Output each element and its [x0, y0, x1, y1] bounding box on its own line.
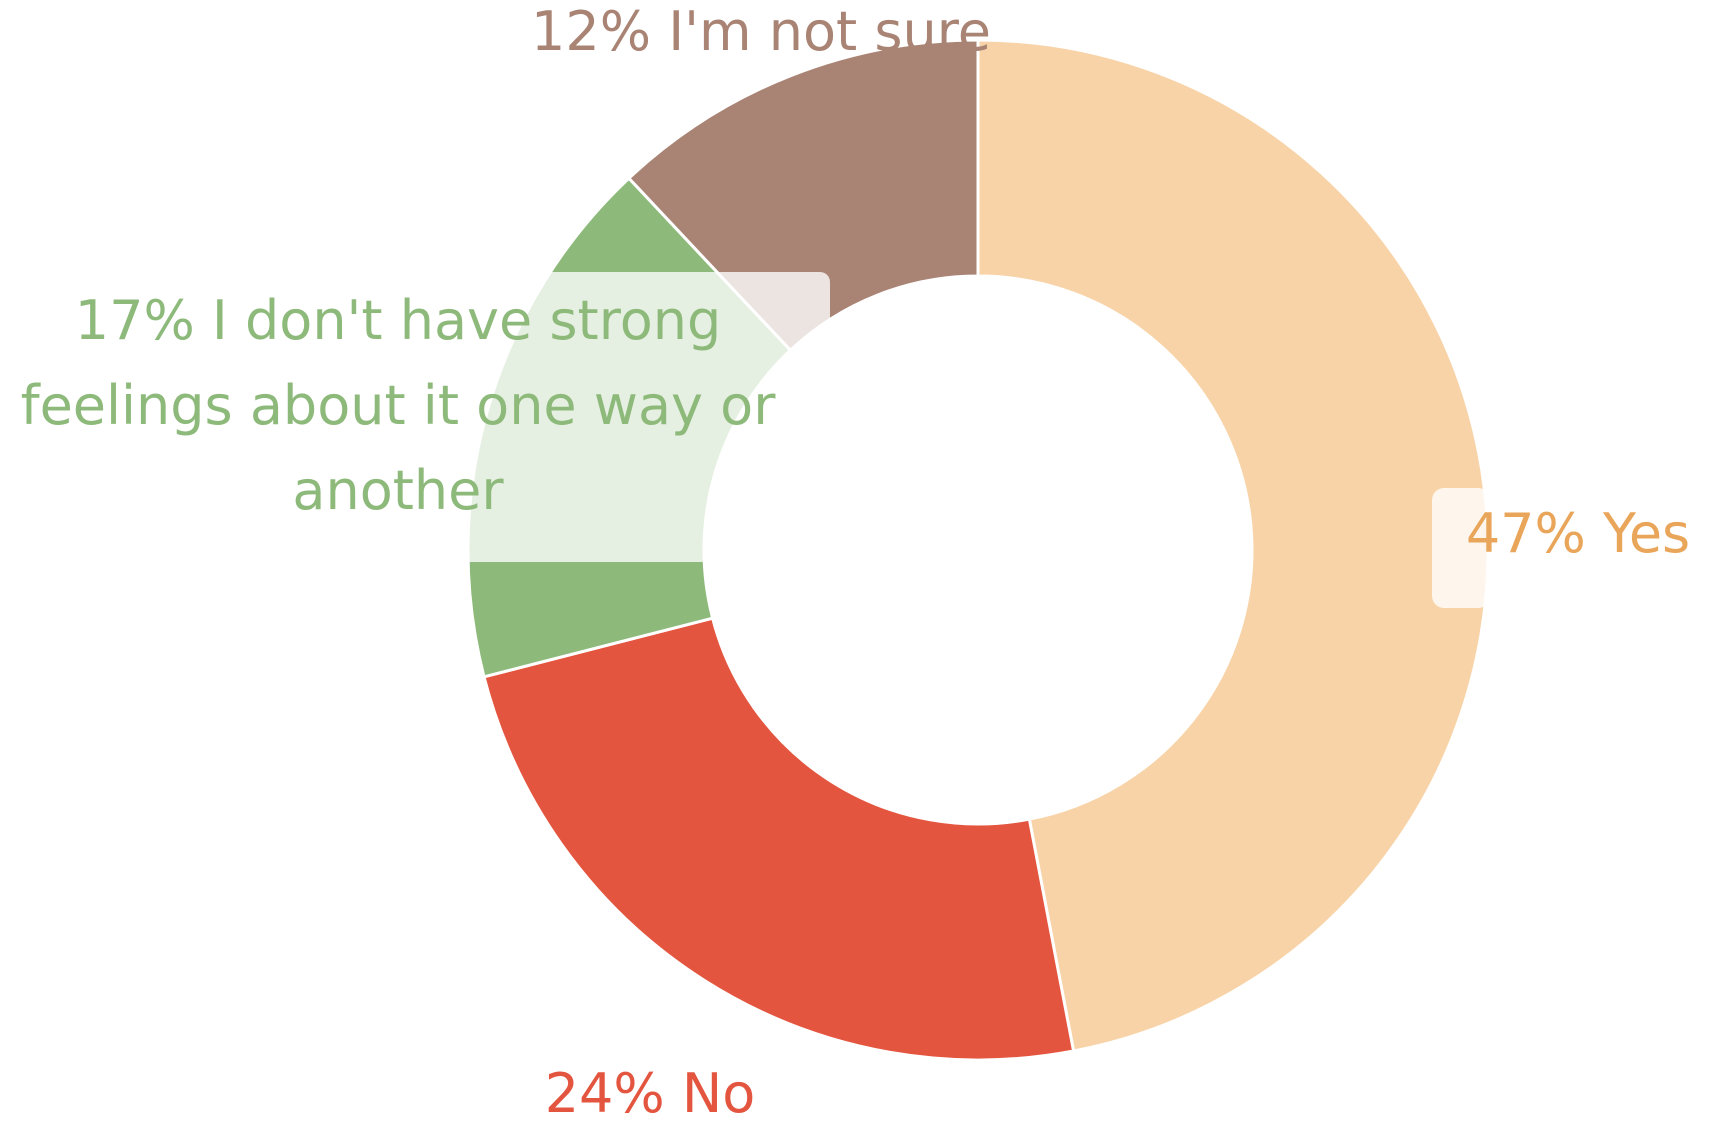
labels-layer: 47% Yes 24% No 17% I don't have strong feel…: [21, 0, 1691, 1125]
slice-i-m-not-sure[interactable]: [626, 38, 980, 353]
slice-label-yes: 47% Yes: [1466, 502, 1690, 565]
label-background-i-don-t-have-strong-feelings-about-it-one-way-or-another: [445, 272, 830, 562]
slice-label-i-don-t-have-strong-feelings-about-it-one-way-or-another: 17% I don't have strong feelings about it…: [21, 289, 777, 522]
label-background-yes: [1432, 488, 1490, 608]
slice-label-no: 24% No: [545, 1062, 756, 1125]
slice-yes[interactable]: [976, 38, 1490, 1053]
slice-no[interactable]: [482, 616, 1076, 1062]
label-background-no: [700, 1052, 792, 1092]
slice-label-i-m-not-sure: 12% I'm not sure: [531, 0, 991, 63]
